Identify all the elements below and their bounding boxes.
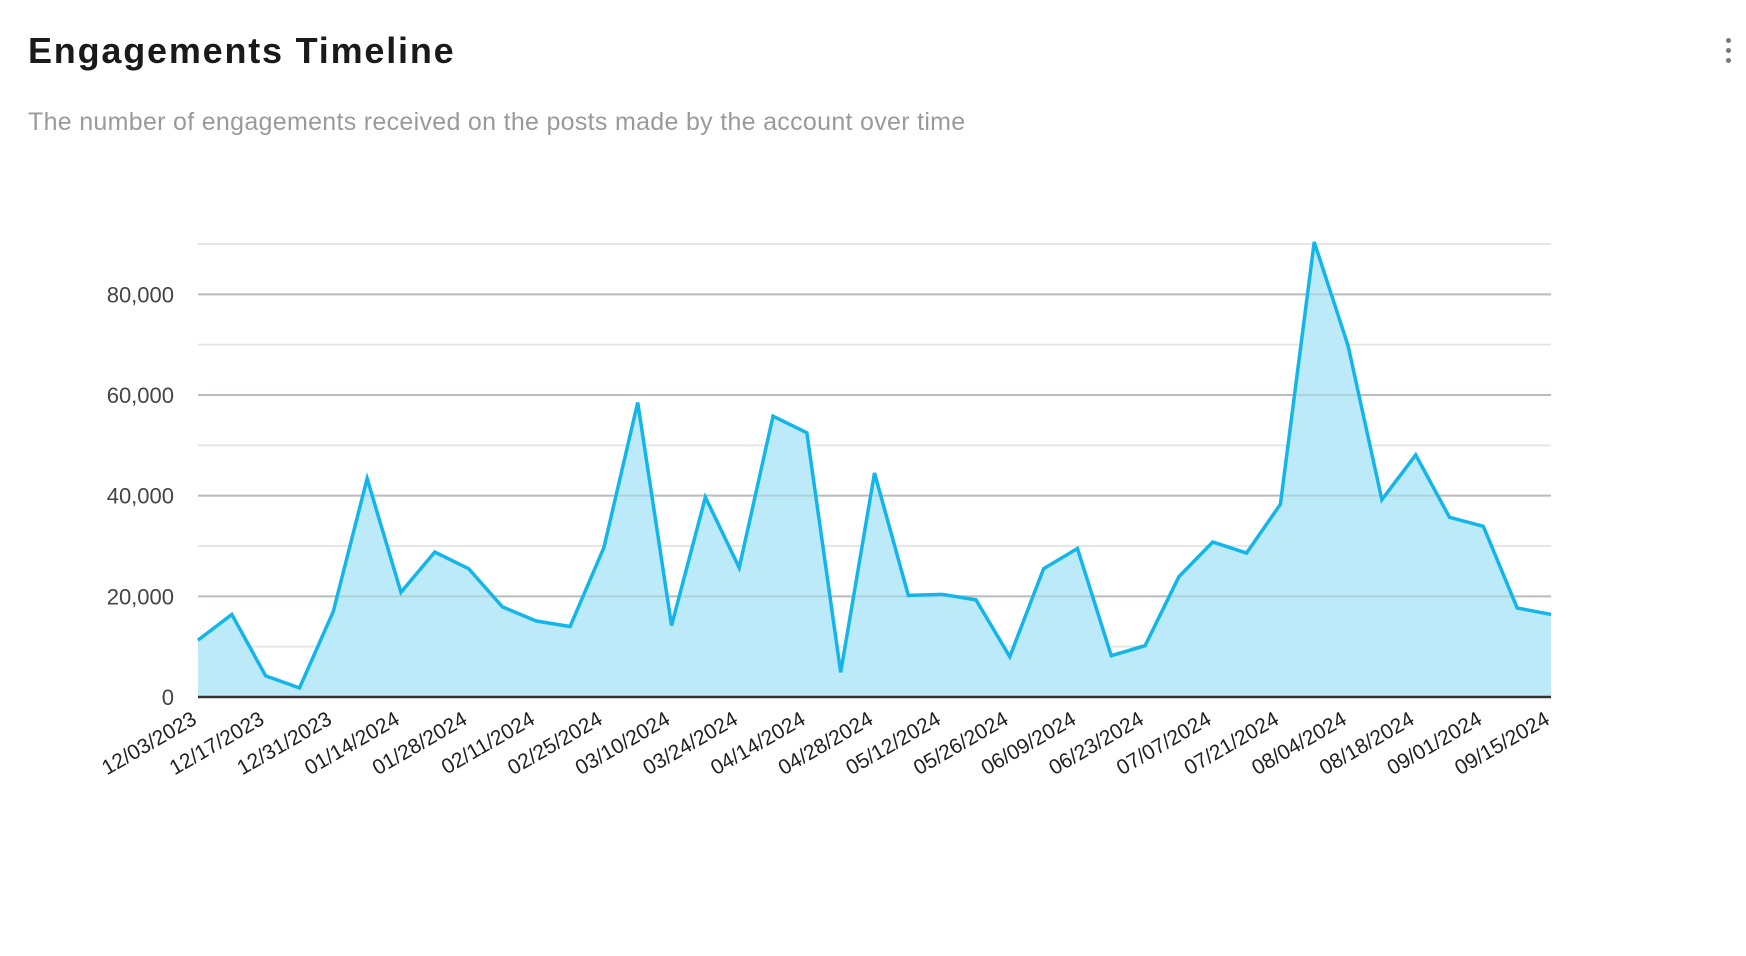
chart-subtitle: The number of engagements received on th… [28, 108, 966, 136]
y-tick-label: 40,000 [107, 484, 174, 509]
y-tick-label: 80,000 [107, 282, 174, 307]
y-tick-label: 20,000 [107, 584, 174, 609]
y-tick-label: 0 [162, 685, 174, 710]
y-tick-label: 60,000 [107, 383, 174, 408]
kebab-menu-icon[interactable] [1716, 36, 1740, 66]
area-fill [198, 241, 1551, 697]
chart-title: Engagements Timeline [28, 30, 456, 71]
